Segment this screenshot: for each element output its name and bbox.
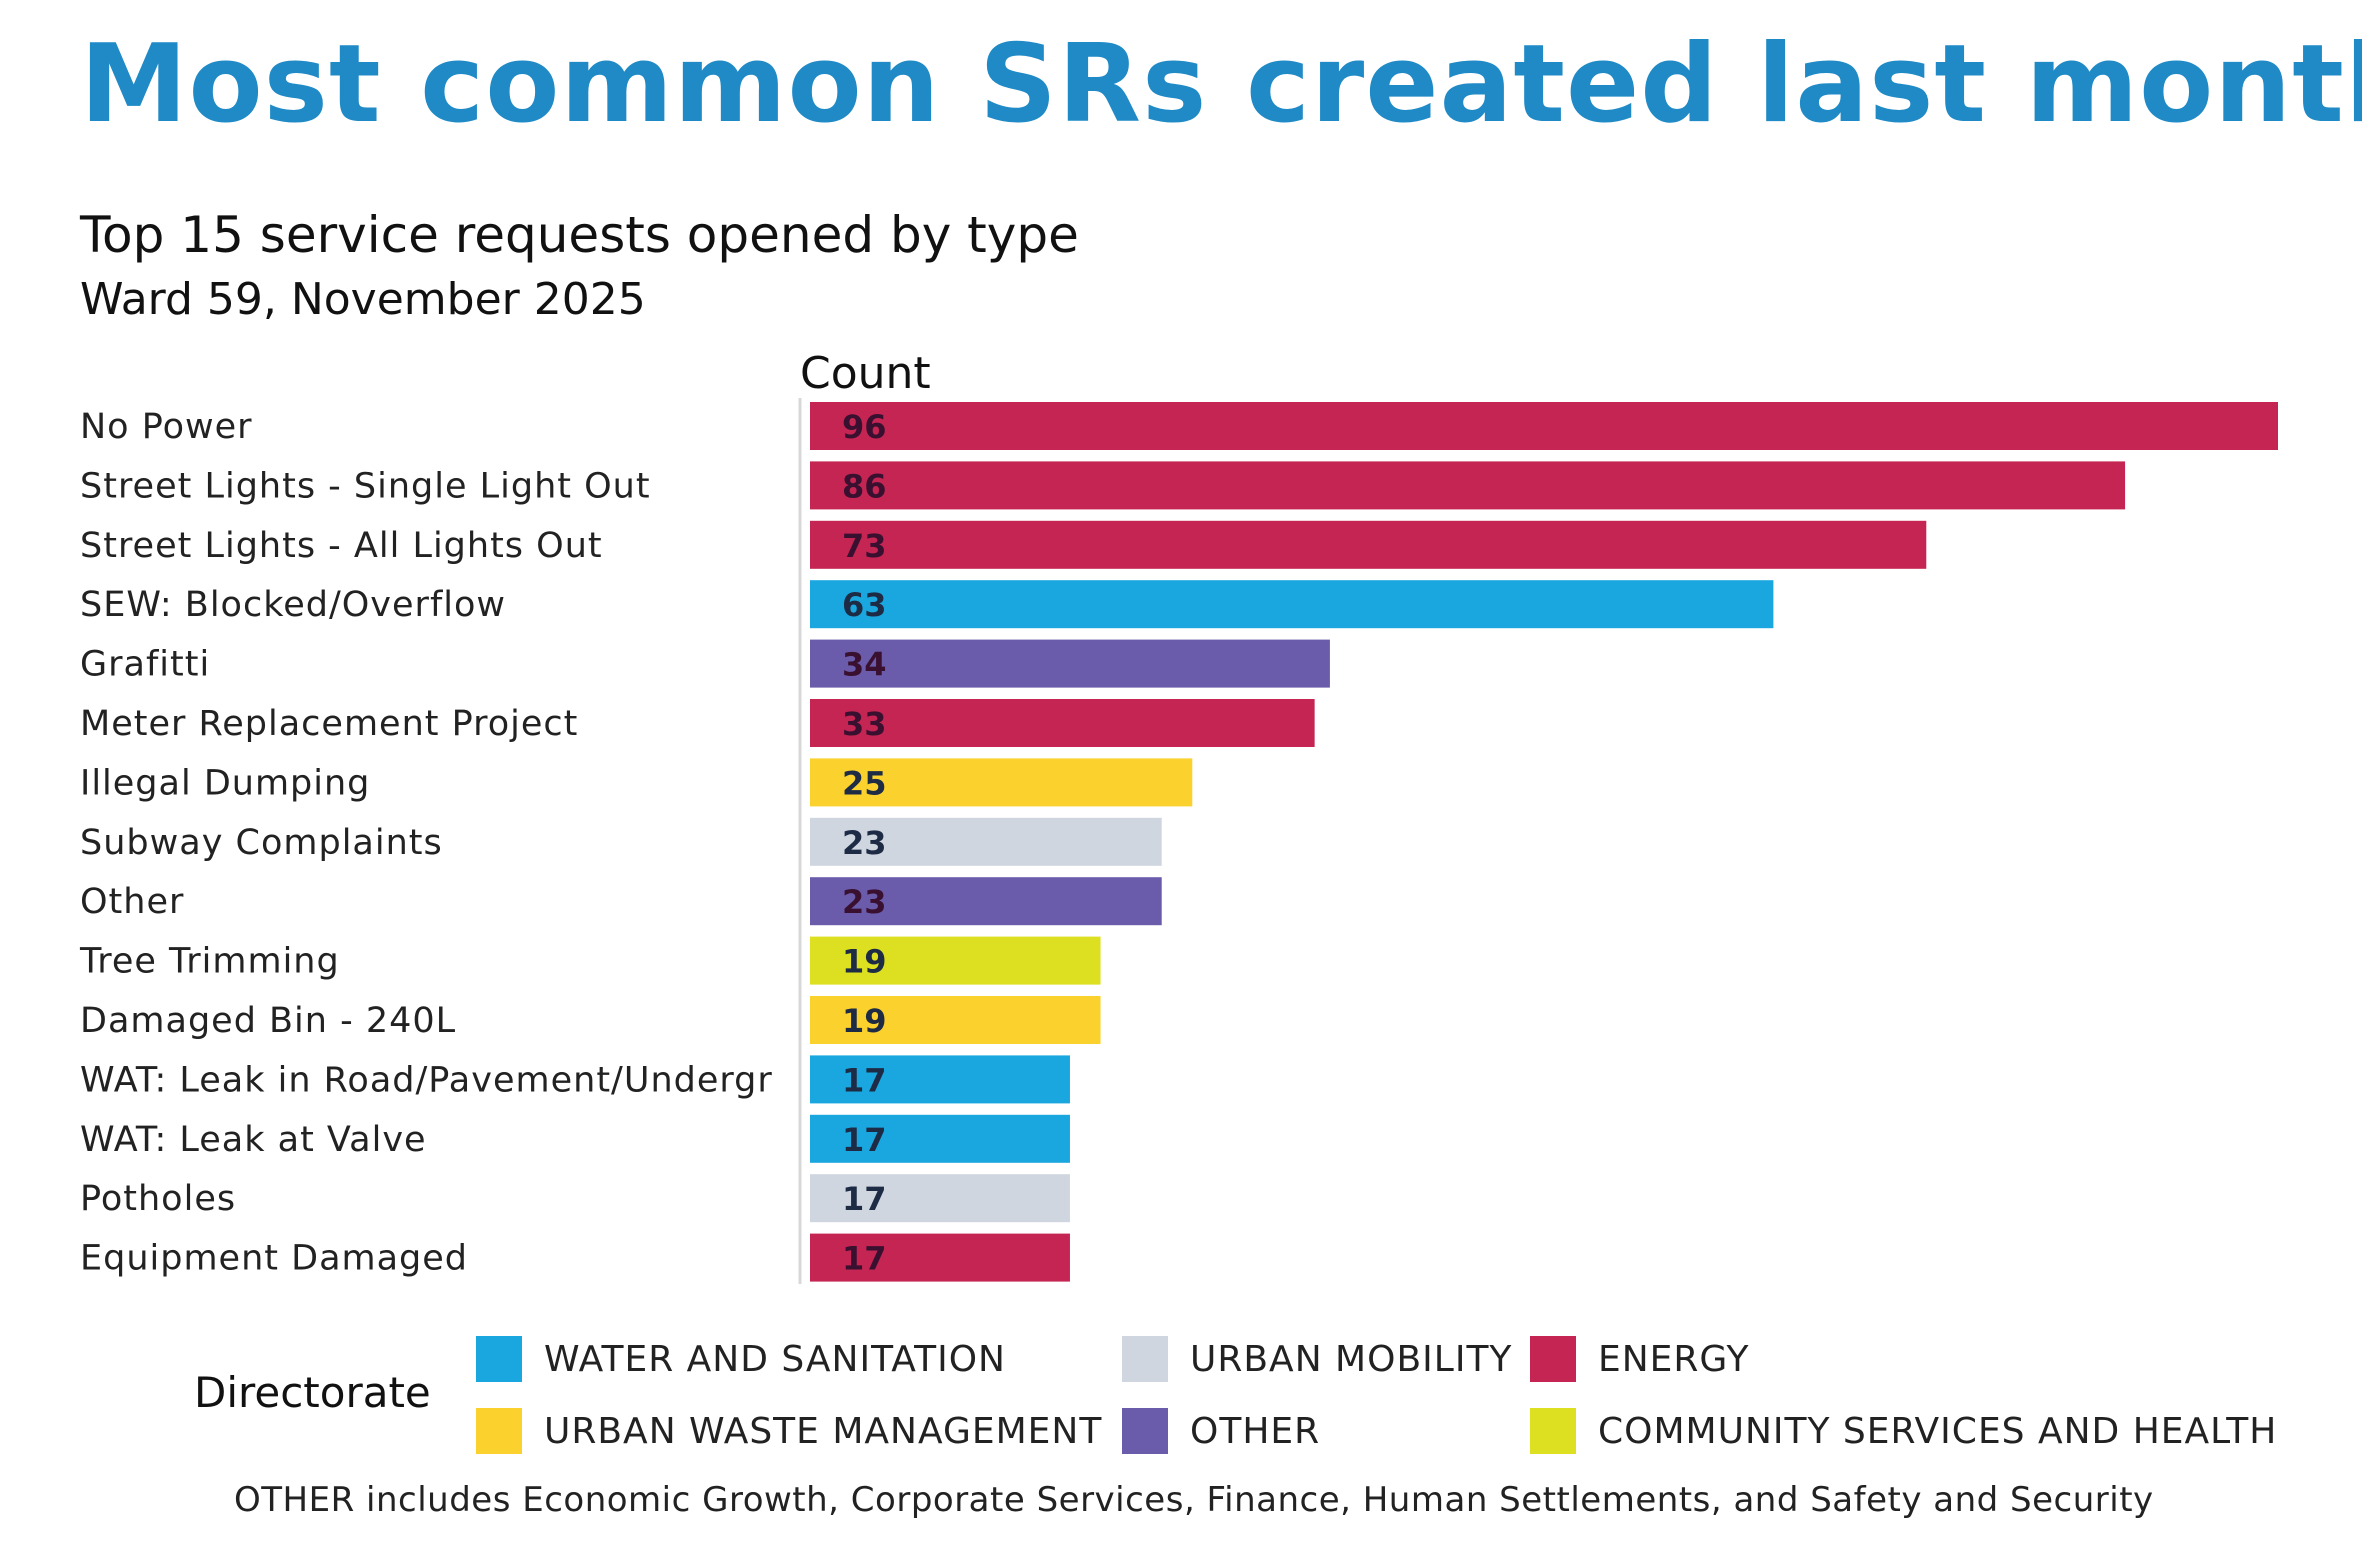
legend-label: WATER AND SANITATION [544, 1338, 1006, 1380]
bar [810, 817, 1162, 866]
legend-swatch [1122, 1408, 1168, 1454]
bar [810, 1174, 1070, 1223]
legend-item-community-services-and-health: COMMUNITY SERVICES AND HEALTH [1530, 1408, 2277, 1454]
category-label: Damaged Bin - 240L [80, 1001, 456, 1041]
category-label: Illegal Dumping [80, 763, 370, 803]
category-label: Grafitti [80, 645, 210, 685]
category-label: Equipment Damaged [80, 1239, 468, 1279]
bar [810, 639, 1330, 688]
footnote: OTHER includes Economic Growth, Corporat… [234, 1480, 2154, 1520]
category-label: Street Lights - All Lights Out [80, 526, 603, 566]
bar-value-label: 25 [842, 764, 887, 802]
bar-value-label: 63 [842, 586, 887, 624]
bar [810, 877, 1162, 926]
legend-item-energy: ENERGY [1530, 1336, 1750, 1382]
bar-value-label: 23 [842, 883, 887, 921]
x-axis-title: Count [800, 348, 931, 399]
category-label: WAT: Leak in Road/Pavement/Undergr [80, 1060, 773, 1100]
legend-label: URBAN MOBILITY [1190, 1338, 1513, 1380]
category-label: Other [80, 882, 184, 922]
bar [810, 461, 2126, 510]
legend-item-other: OTHER [1122, 1408, 1320, 1454]
bar [810, 758, 1193, 807]
bar-value-label: 34 [842, 646, 887, 684]
bar [810, 580, 1774, 629]
bar-value-label: 86 [842, 467, 887, 505]
chart-headline: Most common SRs created last month [80, 22, 2362, 147]
category-label: No Power [80, 407, 253, 447]
bar-value-label: 33 [842, 705, 887, 743]
bar [810, 1114, 1070, 1163]
legend-label: COMMUNITY SERVICES AND HEALTH [1598, 1410, 2278, 1452]
bar [810, 520, 1927, 569]
category-label: Tree Trimming [79, 942, 340, 982]
legend-swatch [1122, 1336, 1168, 1382]
chart-subtitle-period: Ward 59, November 2025 [80, 274, 646, 325]
legend-label: OTHER [1190, 1410, 1321, 1452]
category-label: Subway Complaints [80, 823, 443, 863]
bar [810, 1233, 1070, 1282]
bar-value-label: 17 [842, 1240, 887, 1278]
bar [810, 699, 1315, 747]
category-label: Meter Replacement Project [80, 704, 578, 744]
bar-value-label: 73 [842, 527, 887, 565]
bar-value-label: 19 [842, 1002, 887, 1040]
legend-swatch [1530, 1408, 1576, 1454]
category-label: Street Lights - Single Light Out [80, 466, 651, 506]
legend-label: URBAN WASTE MANAGEMENT [544, 1410, 1103, 1452]
legend-label: ENERGY [1598, 1338, 1750, 1380]
legend-title: Directorate [194, 1368, 431, 1417]
legend-swatch [1530, 1336, 1576, 1382]
legend-item-urban-mobility: URBAN MOBILITY [1122, 1336, 1512, 1382]
bar-value-label: 17 [842, 1061, 887, 1099]
bar-value-label: 17 [842, 1121, 887, 1159]
legend-swatch [476, 1336, 522, 1382]
bar-value-label: 19 [842, 943, 887, 981]
category-label: Potholes [80, 1179, 236, 1219]
bar-value-label: 23 [842, 824, 887, 862]
category-label: WAT: Leak at Valve [80, 1120, 427, 1160]
chart-subtitle: Top 15 service requests opened by type [80, 206, 1079, 264]
bar [810, 936, 1101, 985]
legend-item-urban-waste-management: URBAN WASTE MANAGEMENT [476, 1408, 1102, 1454]
bar [810, 402, 2278, 450]
legend-item-water-and-sanitation: WATER AND SANITATION [476, 1336, 1006, 1382]
bar-value-label: 96 [842, 408, 887, 446]
bar [810, 1055, 1070, 1104]
category-label: SEW: Blocked/Overflow [80, 585, 506, 625]
legend-swatch [476, 1408, 522, 1454]
bar [810, 996, 1101, 1044]
bar-value-label: 17 [842, 1180, 887, 1218]
